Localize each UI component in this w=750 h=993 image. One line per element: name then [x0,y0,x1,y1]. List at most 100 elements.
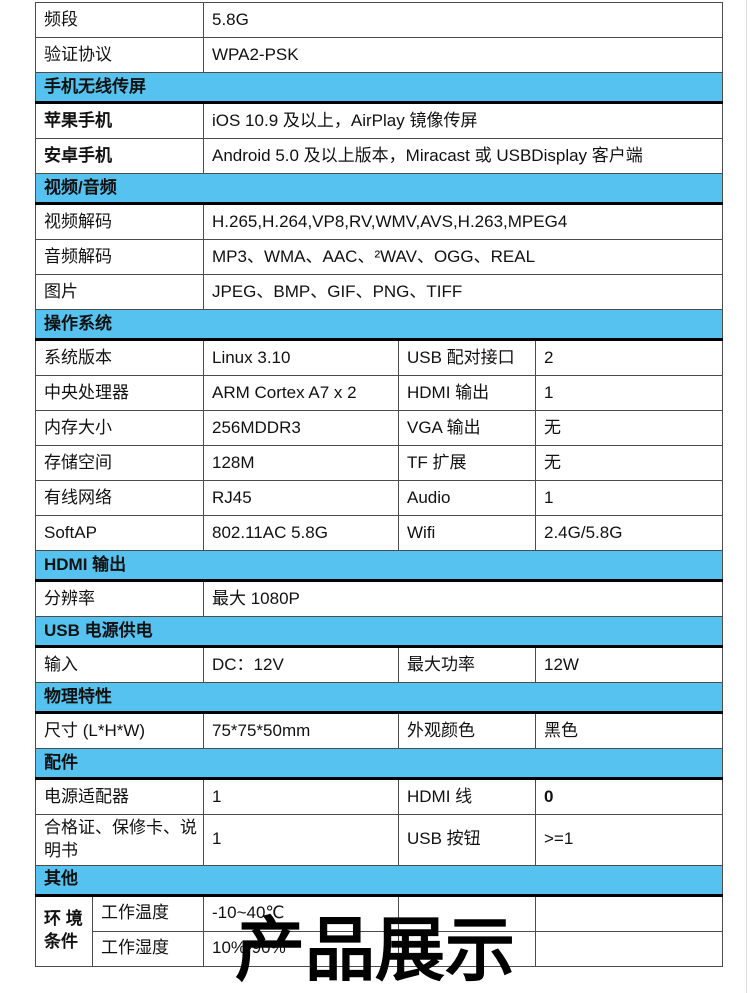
spec-value-cell: 256MDDR3 [203,410,399,446]
table-row: 苹果手机 iOS 10.9 及以上，AirPlay 镜像传屏 [35,102,724,139]
table-row: 有线网络 RJ45 Audio 1 [35,480,724,516]
spec-label-cell: 频段 [35,2,204,38]
section-header-row: HDMI 输出 [34,550,724,582]
spec-value-cell: RJ45 [203,480,399,516]
spec-label-cell: 电源适配器 [35,778,204,815]
spec-label-cell: USB 按钮 [398,814,536,866]
spec-label-cell: TF 扩展 [398,445,536,481]
section-header-row: 其他 [34,864,724,897]
table-row: 频段 5.8G [35,2,724,38]
section-header-cell: HDMI 输出 [34,550,724,582]
spec-sublabel-cell: 工作温度 [92,894,204,932]
table-row: 系统版本 Linux 3.10 USB 配对接口 2 [35,339,724,376]
table-row: 电源适配器 1 HDMI 线 0 [35,778,724,815]
spec-value-cell: 802.11AC 5.8G [203,515,399,551]
spec-value-cell: 75*75*50mm [203,712,399,749]
spec-value-cell: 2 [534,339,724,376]
spec-label-cell: USB 配对接口 [398,339,536,376]
environment-label-line1: 环 境 [44,909,83,929]
spec-value-cell: 无 [534,445,724,481]
spec-value-cell: 黑色 [534,712,724,749]
section-header-cell: 视频/音频 [34,173,724,205]
section-header-row: 视频/音频 [34,173,724,205]
table-row: 存储空间 128M TF 扩展 无 [35,445,724,481]
spec-label-cell: 音频解码 [35,239,204,275]
spec-label-cell: 有线网络 [35,480,204,516]
spec-label-cell: Audio [398,480,536,516]
table-row: 图片 JPEG、BMP、GIF、PNG、TIFF [35,274,724,310]
table-row: 视频解码 H.265,H.264,VP8,RV,WMV,AVS,H.263,MP… [35,203,724,240]
spec-label-cell: 安卓手机 [35,138,204,174]
spec-value-cell: DC：12V [203,646,399,683]
page-right-border [746,0,747,993]
spec-value-cell: 最大 1080P [202,580,724,617]
spec-label-cell: VGA 输出 [398,410,536,446]
spec-label-cell: 苹果手机 [35,102,204,139]
spec-value-cell: MP3、WMA、AAC、²WAV、OGG、REAL [202,239,724,275]
spec-label-cell: HDMI 线 [398,778,536,815]
spec-label-cell: 外观颜色 [398,712,536,749]
table-row: 验证协议 WPA2-PSK [35,37,724,73]
spec-label-cell: 输入 [35,646,204,683]
spec-label-cell: Wifi [398,515,536,551]
spec-label-cell: 视频解码 [35,203,204,240]
section-header-row: 物理特性 [34,682,724,714]
spec-value-cell: ARM Cortex A7 x 2 [203,375,399,411]
table-row-environment: 工作湿度 10%-90% [36,930,724,967]
empty-label-cell [398,930,536,967]
section-header-cell: 配件 [34,748,724,780]
table-row: 输入 DC：12V 最大功率 12W [35,646,724,683]
section-header-row: 配件 [34,748,724,780]
spec-label-cell: 最大功率 [398,646,536,683]
spec-value-cell: 1 [203,778,399,815]
product-display-title: 产品展示 [235,911,515,989]
table-row: 音频解码 MP3、WMA、AAC、²WAV、OGG、REAL [35,239,724,275]
spec-label-cell: 图片 [35,274,204,310]
section-header-row: 手机无线传屏 [34,72,724,104]
spec-label-cell: 分辨率 [35,580,204,617]
spec-value-cell: 2.4G/5.8G [534,515,724,551]
section-header-cell: USB 电源供电 [34,616,724,648]
spec-label-cell: 尺寸 (L*H*W) [35,712,204,749]
spec-label-cell: 存储空间 [35,445,204,481]
spec-value-cell: iOS 10.9 及以上，AirPlay 镜像传屏 [202,102,724,139]
section-header-cell: 物理特性 [34,682,724,714]
spec-value-cell: 0 [534,778,724,815]
table-row: 中央处理器 ARM Cortex A7 x 2 HDMI 输出 1 [35,375,724,411]
spec-label-cell: 中央处理器 [35,375,204,411]
table-row: 内存大小 256MDDR3 VGA 输出 无 [35,410,724,446]
section-header-cell: 操作系统 [34,309,724,341]
spec-value-cell: 128M [203,445,399,481]
table-row-environment: 环 境 条件 工作温度 -10~40℃ [35,894,724,967]
spec-label-cell: 合格证、保修卡、说明书 [35,814,204,866]
environment-label-line2: 条件 [44,932,78,952]
section-header-cell: 其他 [34,864,724,897]
spec-value-cell: H.265,H.264,VP8,RV,WMV,AVS,H.263,MPEG4 [202,203,724,240]
spec-value-cell: Android 5.0 及以上版本，Miracast 或 USBDisplay … [202,138,724,174]
environment-label-cell: 环 境 条件 [35,894,93,967]
spec-value-cell: 5.8G [202,2,724,38]
section-header-cell: 手机无线传屏 [34,72,724,104]
spec-label-cell: 系统版本 [35,339,204,376]
spec-value-cell: 无 [534,410,724,446]
spec-value-cell: 1 [203,814,399,866]
empty-value-cell [534,894,724,932]
table-row: 分辨率 最大 1080P [35,580,724,617]
spec-value-cell: 1 [534,375,724,411]
table-row: 安卓手机 Android 5.0 及以上版本，Miracast 或 USBDis… [35,138,724,174]
table-row: 尺寸 (L*H*W) 75*75*50mm 外观颜色 黑色 [35,712,724,749]
spec-value-cell: 10%-90% [203,930,399,967]
section-header-row: 操作系统 [34,309,724,341]
spec-value-cell: Linux 3.10 [203,339,399,376]
empty-value-cell [534,930,724,967]
spec-label-cell: 验证协议 [35,37,204,73]
spec-value-cell: 1 [534,480,724,516]
spec-label-cell: 内存大小 [35,410,204,446]
spec-table: 频段 5.8G 验证协议 WPA2-PSK 手机无线传屏 苹果手机 iOS 10… [34,2,724,967]
spec-value-cell: JPEG、BMP、GIF、PNG、TIFF [202,274,724,310]
spec-label-cell: HDMI 输出 [398,375,536,411]
empty-label-cell [398,894,536,932]
spec-value-cell: >=1 [534,814,724,866]
spec-value-cell: WPA2-PSK [202,37,724,73]
